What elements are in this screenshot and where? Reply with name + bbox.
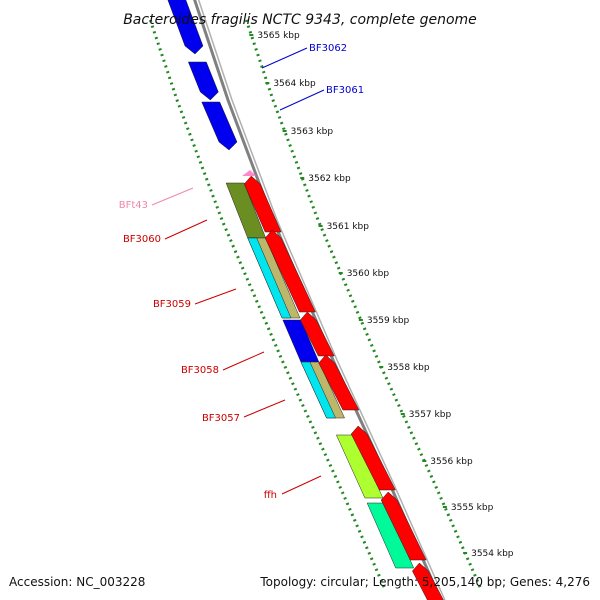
gene-label: BFt43 xyxy=(119,200,148,211)
gene-label-leader xyxy=(261,47,308,69)
gene-bf3059-cyan xyxy=(247,237,292,319)
kbp-label: 3555 kbp xyxy=(451,503,494,513)
kbp-label: 3559 kbp xyxy=(367,316,410,326)
tick-layer: 3565 kbp 3564 kbp 3563 kbp 3562 kbp 3561 kbp… xyxy=(148,19,514,591)
kbp-label: 3565 kbp xyxy=(257,31,300,41)
gene-label: ffh xyxy=(264,490,277,501)
kbp-label: 3554 kbp xyxy=(471,549,514,559)
gene-label-leader xyxy=(279,89,325,111)
gene-springgreen xyxy=(366,502,415,569)
gene-label-leader xyxy=(243,399,286,418)
gene-bf3062 xyxy=(167,0,204,55)
topology-text: Topology: circular; Length: 5,205,140 bp… xyxy=(259,575,590,589)
gene-label-leader xyxy=(151,187,194,206)
gene-bf3057-cyan xyxy=(300,361,336,419)
kbp-label: 3562 kbp xyxy=(308,174,351,184)
gene-red-5 xyxy=(350,425,396,491)
backbone-inner xyxy=(197,0,446,600)
gene-label: BF3060 xyxy=(123,234,161,245)
gene-label-leader xyxy=(222,351,265,371)
gene-layer xyxy=(167,0,444,600)
label-layer: BF3062 BF3061 BFt43 BF3060 BF3059 BF3058 BF305… xyxy=(119,43,364,501)
accession-text: Accession: NC_003228 xyxy=(9,575,145,589)
gene-red-7 xyxy=(412,562,444,600)
gene-label: BF3059 xyxy=(153,299,191,310)
gene-label: BF3062 xyxy=(309,43,347,54)
kbp-label: 3561 kbp xyxy=(327,222,370,232)
gene-label-leader xyxy=(281,475,322,495)
gene-label: BF3057 xyxy=(202,413,240,424)
gene-label: BF3061 xyxy=(326,85,364,96)
gene-label-leader xyxy=(164,219,208,240)
gene-bf3060-up xyxy=(201,101,238,151)
kbp-label: 3556 kbp xyxy=(430,457,473,467)
map-title: Bacteroides fragilis NCTC 9343, complete… xyxy=(123,12,477,28)
kbp-label: 3564 kbp xyxy=(273,79,316,89)
kbp-label: 3557 kbp xyxy=(409,410,452,420)
gene-red-6 xyxy=(380,491,427,561)
gene-bf3061 xyxy=(187,61,219,101)
gene-label-leader xyxy=(194,288,237,305)
kbp-label: 3558 kbp xyxy=(387,363,430,373)
gene-red-4 xyxy=(318,354,360,411)
kbp-label: 3563 kbp xyxy=(291,127,334,137)
backbone-layer xyxy=(193,0,446,600)
kbp-label: 3560 kbp xyxy=(347,269,390,279)
trna-bft43 xyxy=(242,170,256,176)
gene-label: BF3058 xyxy=(181,365,219,376)
